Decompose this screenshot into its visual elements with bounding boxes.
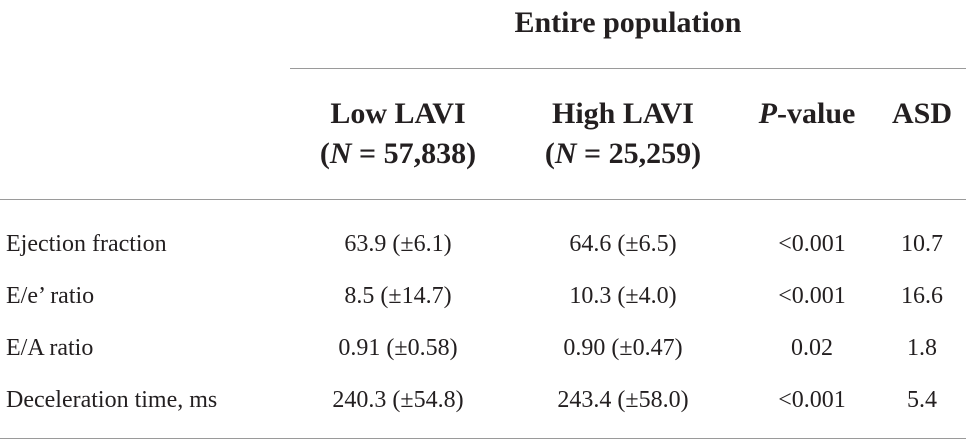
column-header-low-lavi-count: (N = 57,838) bbox=[319, 137, 477, 170]
column-header-high-lavi: High LAVI (N = 25,259) bbox=[503, 94, 743, 174]
header-bottom-rule bbox=[0, 199, 966, 200]
row-label: E/e’ ratio bbox=[6, 283, 95, 309]
row-label: E/A ratio bbox=[6, 335, 94, 361]
low-lavi-value: 240.3 (±54.8) bbox=[332, 387, 464, 413]
group-header-rule bbox=[290, 68, 966, 69]
table-row: Deceleration time, ms 240.3 (±54.8) 243.4 … bbox=[0, 374, 968, 426]
p-value: <0.001 bbox=[778, 283, 846, 309]
p-value: <0.001 bbox=[778, 387, 846, 413]
column-header-low-lavi: Low LAVI (N = 57,838) bbox=[278, 94, 518, 174]
high-lavi-value: 64.6 (±6.5) bbox=[569, 231, 677, 257]
column-header-asd: ASD bbox=[891, 97, 952, 130]
low-lavi-value: 8.5 (±14.7) bbox=[344, 283, 452, 309]
high-lavi-value: 10.3 (±4.0) bbox=[569, 283, 677, 309]
row-label: Deceleration time, ms bbox=[6, 387, 218, 413]
table-row: Ejection fraction 63.9 (±6.1) 64.6 (±6.5) <… bbox=[0, 218, 968, 270]
group-header-entire-population: Entire population bbox=[514, 6, 742, 39]
p-value: 0.02 bbox=[791, 335, 833, 361]
column-header-high-lavi-count: (N = 25,259) bbox=[544, 137, 702, 170]
high-lavi-value: 243.4 (±58.0) bbox=[557, 387, 689, 413]
table-row: E/e’ ratio 8.5 (±14.7) 10.3 (±4.0) <0.001 16… bbox=[0, 270, 968, 322]
asd-value: 1.8 bbox=[907, 335, 937, 361]
column-header-low-lavi-title: Low LAVI bbox=[330, 97, 466, 130]
table-bottom-rule bbox=[0, 438, 966, 439]
high-lavi-value: 0.90 (±0.47) bbox=[563, 335, 683, 361]
asd-value: 10.7 bbox=[901, 231, 943, 257]
table-row: E/A ratio 0.91 (±0.58) 0.90 (±0.47) 0.02 1.8 bbox=[0, 322, 968, 374]
asd-value: 16.6 bbox=[901, 283, 943, 309]
column-header-p-value: P-value bbox=[758, 97, 856, 130]
asd-value: 5.4 bbox=[907, 387, 937, 413]
low-lavi-value: 63.9 (±6.1) bbox=[344, 231, 452, 257]
low-lavi-value: 0.91 (±0.58) bbox=[338, 335, 458, 361]
column-header-high-lavi-title: High LAVI bbox=[551, 97, 694, 130]
row-label: Ejection fraction bbox=[6, 231, 167, 257]
p-value: <0.001 bbox=[778, 231, 846, 257]
